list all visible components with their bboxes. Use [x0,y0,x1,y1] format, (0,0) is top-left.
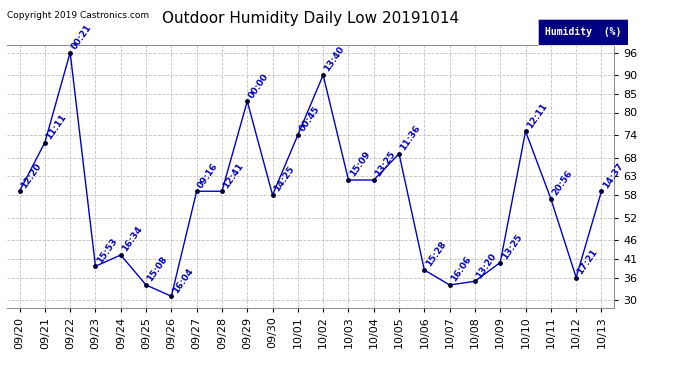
Text: 09:16: 09:16 [196,161,220,190]
Text: 00:21: 00:21 [70,23,93,51]
Text: 16:04: 16:04 [171,266,195,295]
Text: 17:21: 17:21 [575,248,600,276]
Text: 15:09: 15:09 [348,150,372,178]
Text: 12:20: 12:20 [19,161,43,190]
Text: 13:25: 13:25 [373,150,397,178]
Text: 13:20: 13:20 [475,251,498,280]
Text: 16:06: 16:06 [449,255,473,284]
Text: 12:41: 12:41 [221,161,246,190]
Text: 00:45: 00:45 [297,105,321,134]
Text: 14:37: 14:37 [601,161,625,190]
Text: 13:40: 13:40 [323,45,346,74]
Text: 16:34: 16:34 [120,225,144,254]
Text: Copyright 2019 Castronics.com: Copyright 2019 Castronics.com [7,11,149,20]
Text: 00:00: 00:00 [247,72,270,100]
Text: 13:25: 13:25 [500,232,524,261]
Text: Outdoor Humidity Daily Low 20191014: Outdoor Humidity Daily Low 20191014 [162,11,459,26]
Text: 15:08: 15:08 [146,255,169,284]
Text: 14:25: 14:25 [272,165,296,194]
Text: 12:11: 12:11 [525,101,549,130]
Text: 15:28: 15:28 [424,240,448,268]
Text: 11:11: 11:11 [44,112,68,141]
Text: 15:53: 15:53 [95,236,119,265]
Text: Humidity  (%): Humidity (%) [545,27,621,37]
Text: 11:36: 11:36 [399,124,422,152]
Text: 20:56: 20:56 [551,169,574,197]
